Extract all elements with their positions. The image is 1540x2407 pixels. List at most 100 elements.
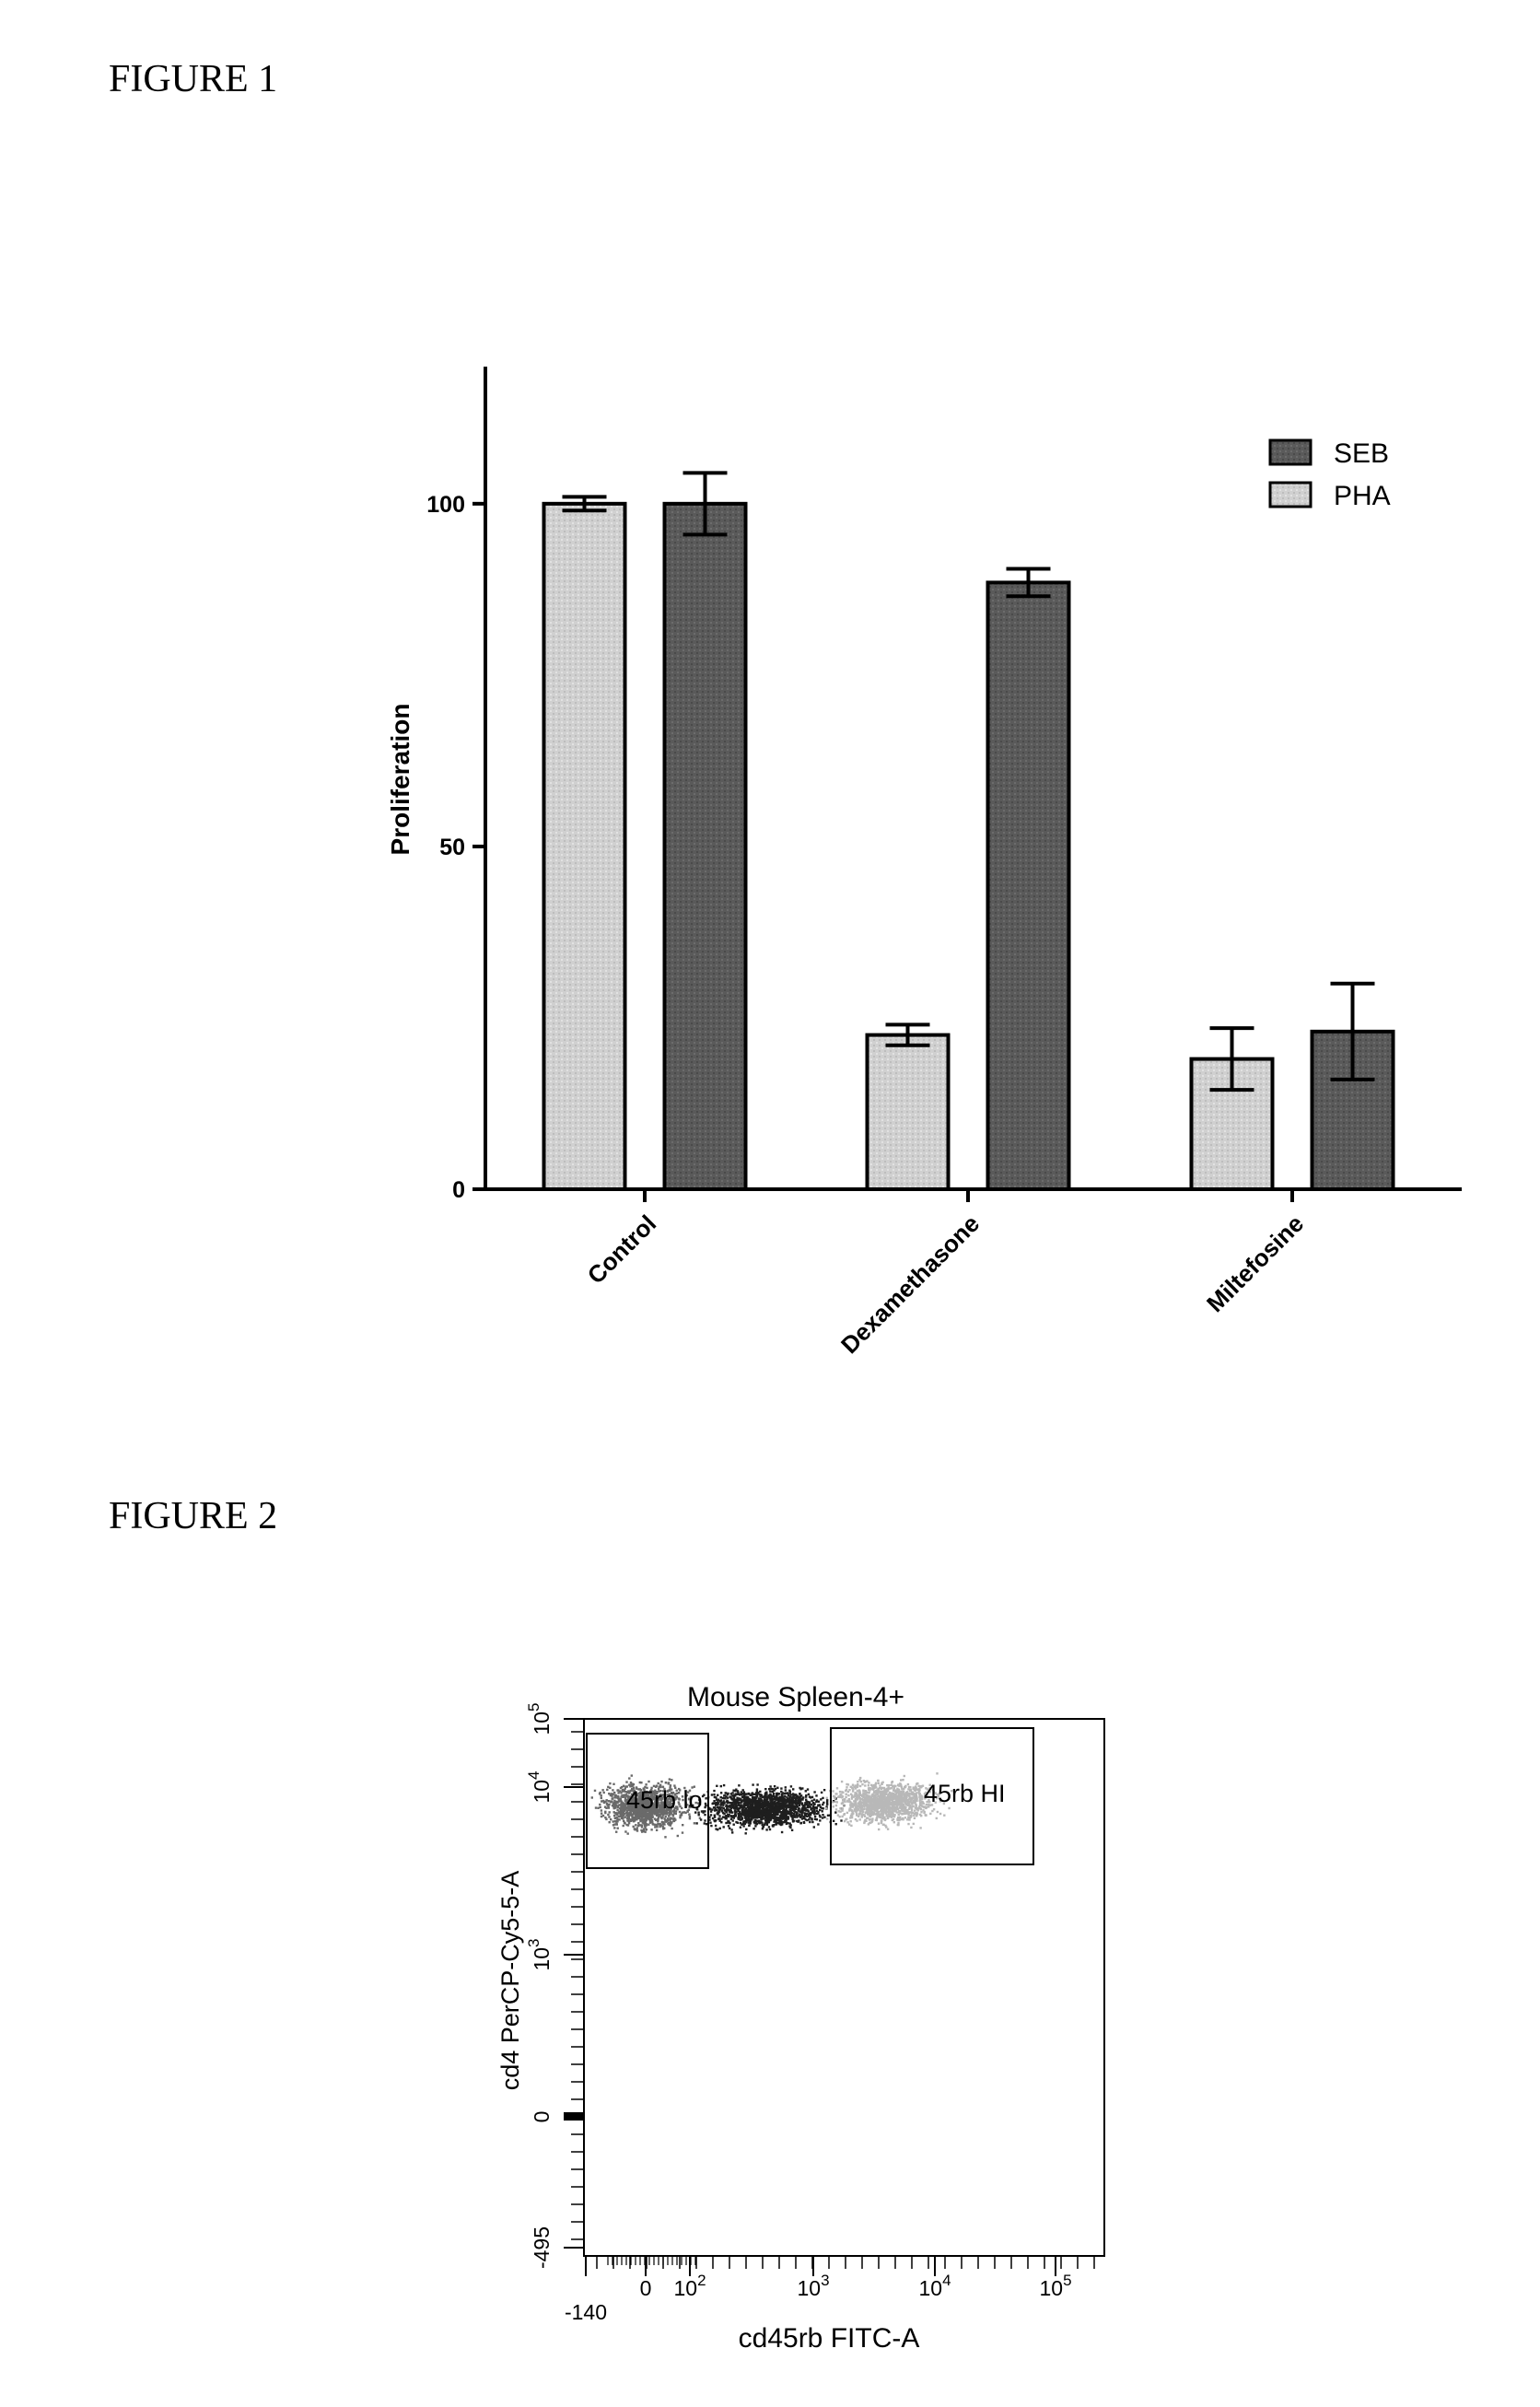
- event-dot: [669, 1778, 671, 1780]
- event-dot: [764, 1816, 766, 1817]
- event-dot: [919, 1814, 921, 1816]
- event-dot: [663, 1823, 665, 1825]
- event-dot: [896, 1791, 898, 1793]
- event-dot: [850, 1786, 852, 1788]
- event-dot: [791, 1816, 793, 1817]
- event-dot: [669, 1822, 671, 1824]
- event-dot: [863, 1814, 865, 1816]
- event-dot: [858, 1779, 860, 1781]
- event-dot: [698, 1814, 700, 1816]
- event-dot: [756, 1809, 758, 1811]
- event-dot: [861, 1798, 863, 1800]
- event-dot: [766, 1812, 768, 1814]
- event-dot: [748, 1824, 750, 1826]
- event-dot: [648, 1818, 650, 1820]
- event-dot: [758, 1821, 760, 1823]
- event-dot: [799, 1795, 801, 1797]
- event-dot: [773, 1815, 775, 1817]
- event-dot: [605, 1807, 607, 1809]
- event-dot: [846, 1818, 847, 1820]
- event-dot: [892, 1805, 893, 1806]
- event-dot: [704, 1814, 706, 1816]
- event-dot: [858, 1801, 860, 1803]
- event-dot: [846, 1821, 848, 1823]
- event-dot: [617, 1828, 619, 1829]
- event-dot: [636, 1814, 638, 1816]
- event-dot: [867, 1792, 869, 1794]
- event-dot: [808, 1794, 810, 1795]
- event-dot: [734, 1802, 736, 1804]
- legend-label-seb: SEB: [1334, 438, 1389, 469]
- event-dot: [813, 1799, 815, 1801]
- event-dot: [646, 1824, 648, 1826]
- event-dot: [717, 1794, 718, 1796]
- event-dot: [920, 1785, 922, 1787]
- event-dot: [900, 1779, 902, 1781]
- event-dot: [783, 1806, 785, 1808]
- event-dot: [875, 1783, 877, 1785]
- event-dot: [852, 1813, 854, 1815]
- event-dot: [601, 1789, 603, 1791]
- event-dot: [790, 1809, 792, 1811]
- legend-swatch-seb: [1270, 440, 1311, 464]
- event-dot: [897, 1822, 899, 1824]
- event-dot: [791, 1804, 793, 1805]
- event-dot: [881, 1814, 882, 1816]
- event-dot: [788, 1817, 789, 1818]
- event-dot: [752, 1812, 753, 1814]
- event-dot: [689, 1817, 691, 1819]
- event-dot: [614, 1806, 616, 1808]
- event-dot: [700, 1818, 702, 1820]
- event-dot: [877, 1788, 879, 1790]
- event-dot: [916, 1815, 917, 1817]
- event-dot: [823, 1789, 825, 1791]
- event-dot: [898, 1811, 900, 1813]
- event-dot: [735, 1800, 737, 1802]
- event-dot: [785, 1818, 787, 1820]
- event-dot: [916, 1797, 917, 1799]
- event-dot: [738, 1805, 740, 1806]
- event-dot: [840, 1819, 842, 1821]
- event-dot: [613, 1800, 615, 1802]
- event-dot: [703, 1794, 705, 1796]
- event-dot: [741, 1807, 743, 1809]
- event-dot: [752, 1796, 753, 1798]
- event-dot: [855, 1800, 857, 1802]
- event-dot: [637, 1822, 639, 1824]
- event-dot: [889, 1808, 891, 1810]
- event-dot: [822, 1807, 824, 1809]
- event-dot: [841, 1809, 843, 1811]
- event-dot: [885, 1811, 887, 1813]
- event-dot: [781, 1796, 783, 1798]
- event-dot: [755, 1801, 757, 1803]
- event-dot: [839, 1796, 841, 1798]
- event-dot: [660, 1781, 662, 1782]
- event-dot: [748, 1812, 750, 1814]
- event-dot: [638, 1817, 640, 1818]
- event-dot: [608, 1816, 610, 1817]
- event-dot: [851, 1797, 853, 1799]
- event-dot: [782, 1812, 784, 1814]
- event-dot: [779, 1811, 781, 1813]
- event-dot: [822, 1802, 824, 1804]
- event-dot: [899, 1791, 901, 1793]
- event-dot: [913, 1802, 915, 1804]
- event-dot: [636, 1817, 638, 1818]
- event-dot: [873, 1795, 875, 1797]
- event-dot: [820, 1798, 822, 1800]
- event-dot: [717, 1802, 718, 1804]
- event-dot: [760, 1818, 762, 1820]
- event-dot: [636, 1829, 638, 1831]
- event-dot: [902, 1779, 904, 1781]
- event-dot: [669, 1818, 671, 1820]
- event-dot: [794, 1816, 796, 1817]
- event-dot: [634, 1829, 636, 1830]
- event-dot: [615, 1794, 617, 1796]
- event-dot: [618, 1818, 620, 1820]
- event-dot: [734, 1806, 736, 1808]
- event-dot: [793, 1814, 795, 1816]
- event-dot: [778, 1803, 780, 1805]
- event-dot: [884, 1819, 886, 1821]
- y-tick-label: 104: [525, 1770, 554, 1803]
- event-dot: [601, 1813, 602, 1815]
